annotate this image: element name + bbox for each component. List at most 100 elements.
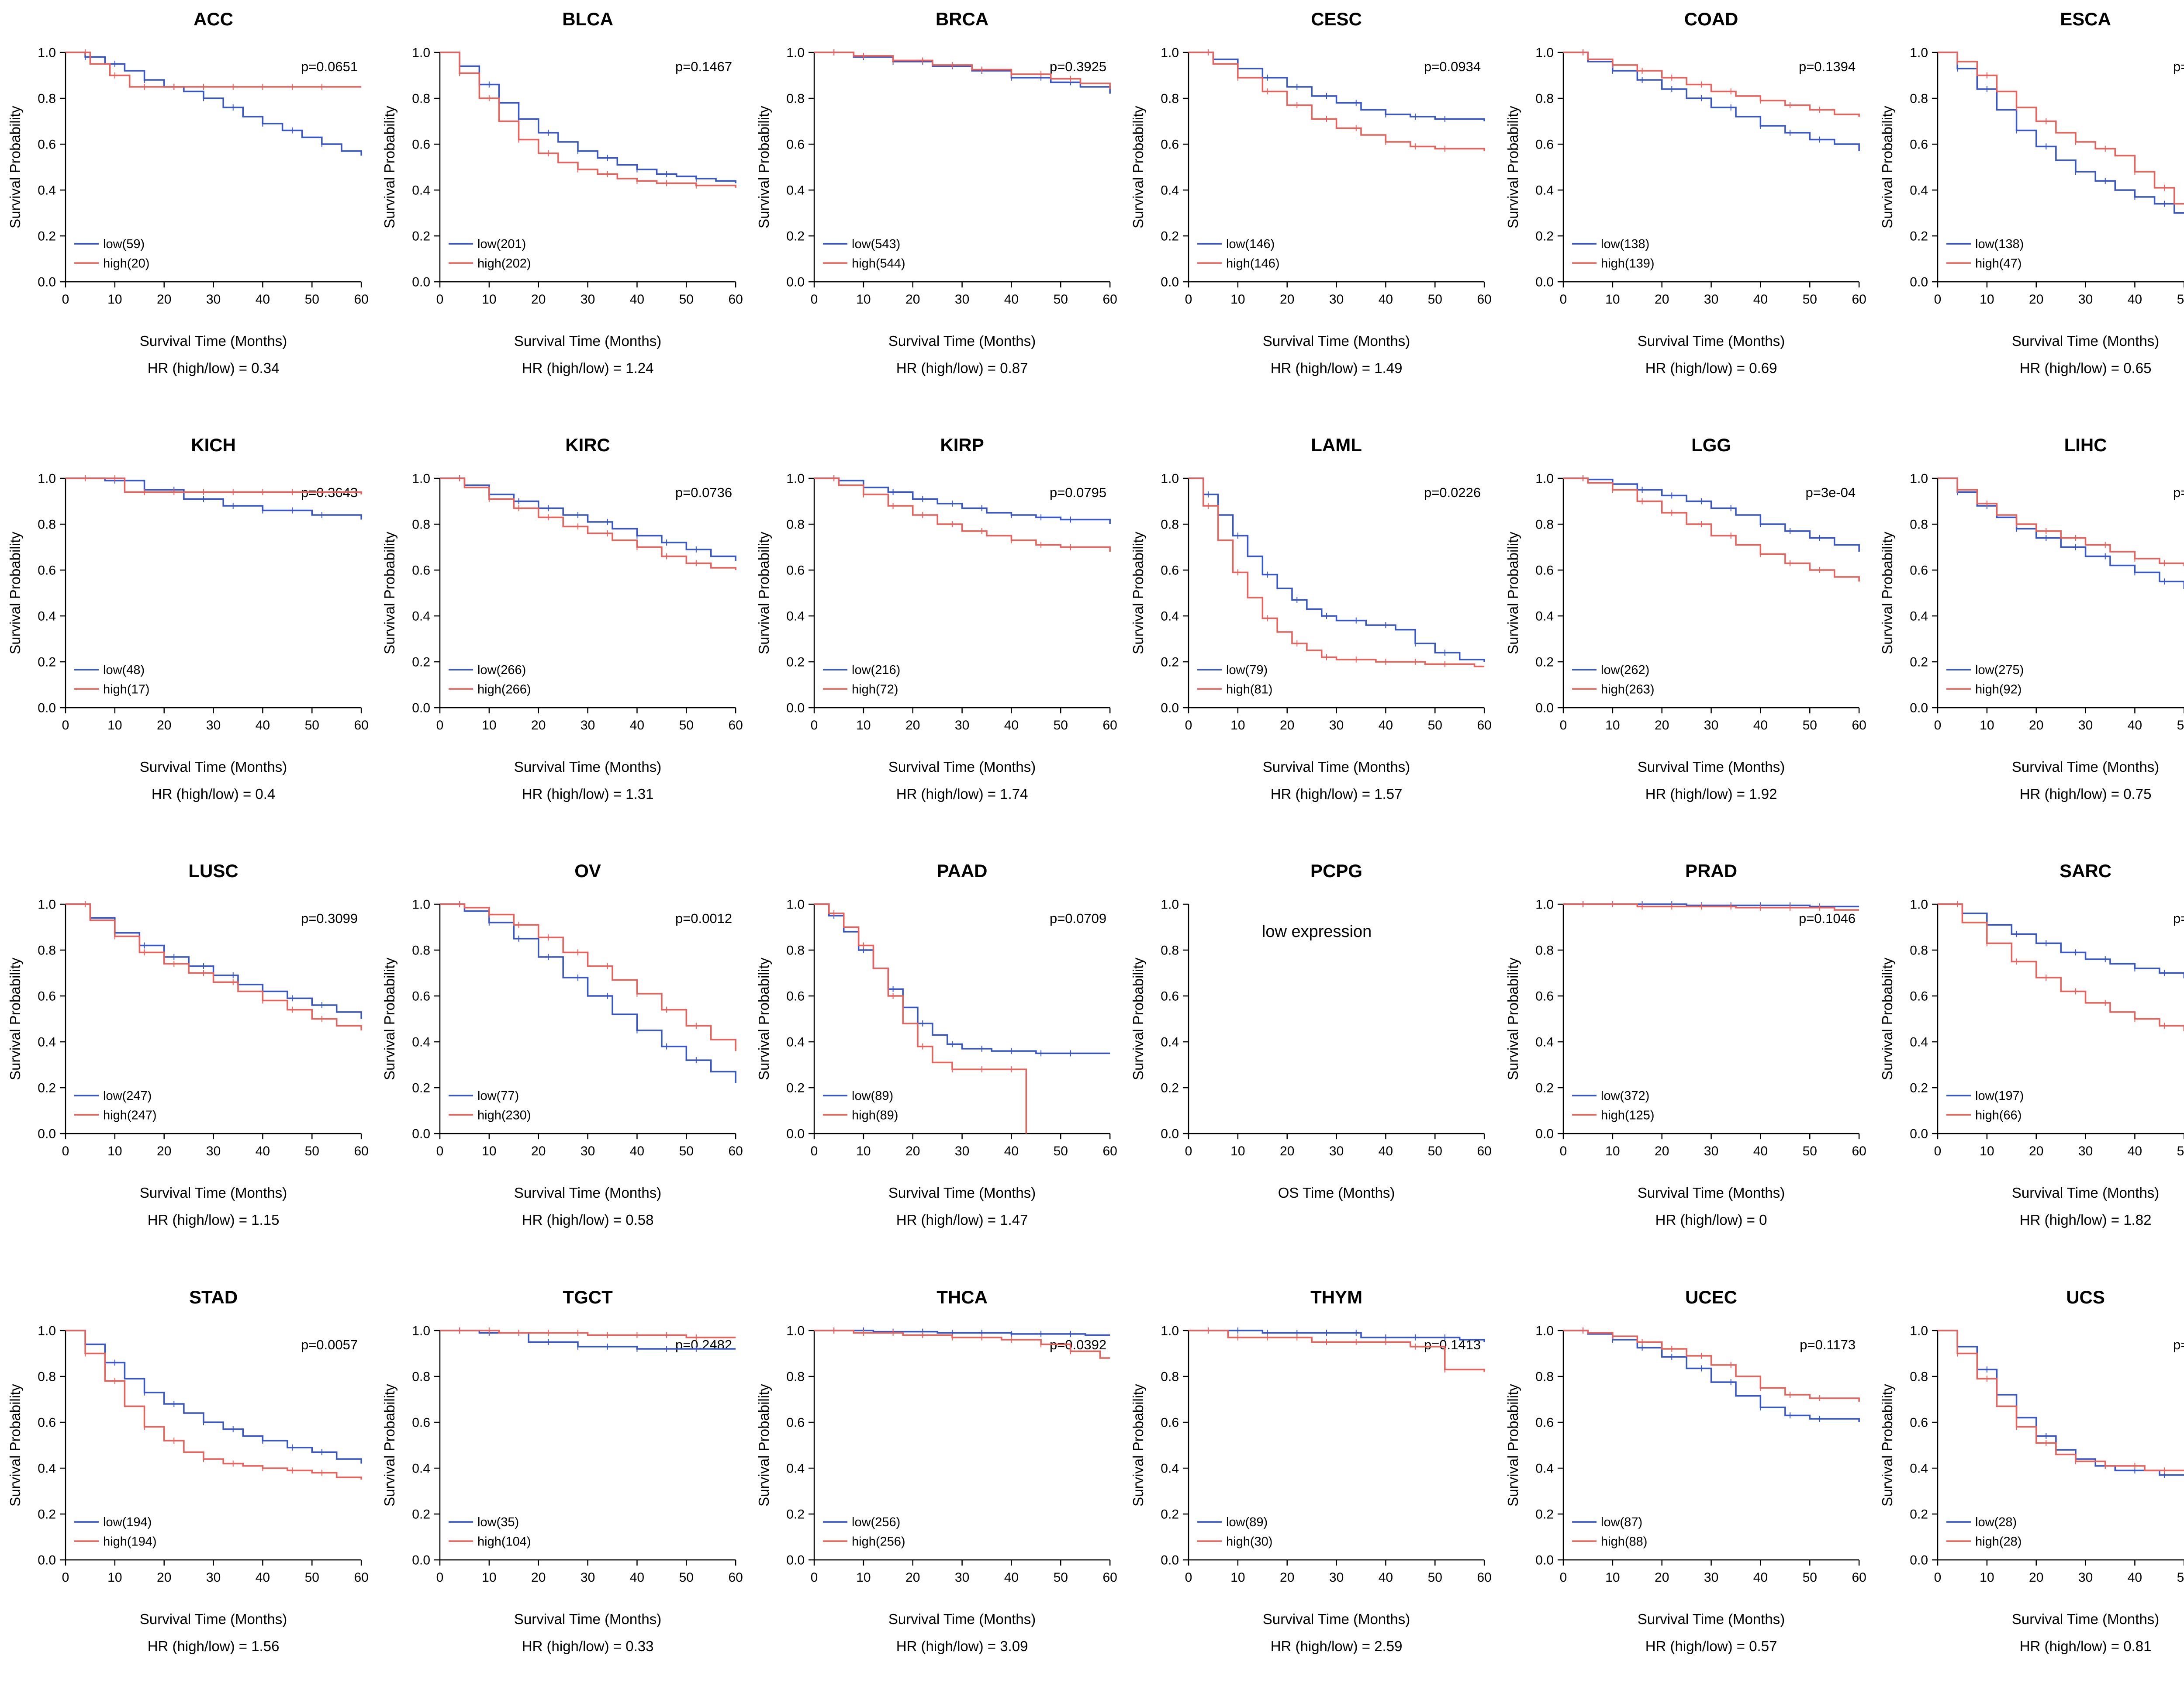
- x-axis-label: Survival Time (Months): [888, 1611, 1036, 1627]
- y-tick-label: 0.2: [412, 1081, 430, 1096]
- x-tick-label: 50: [305, 1570, 319, 1585]
- p-value-label: p=0.3099: [301, 911, 358, 926]
- x-tick-label: 20: [1655, 292, 1669, 307]
- panel-title: UCS: [2066, 1287, 2105, 1307]
- p-value-label: p=0.1467: [675, 59, 732, 74]
- x-tick-label: 30: [955, 1144, 969, 1158]
- x-tick-label: 40: [1379, 1144, 1393, 1158]
- legend-label-high: high(247): [103, 1109, 157, 1123]
- legend-label-high: high(66): [1975, 1109, 2022, 1123]
- panel-LGG: LGG Survival Probability 0.0 0.2 0.4 0.6 0.8 1.…: [1498, 426, 1872, 852]
- x-tick-label: 40: [256, 718, 270, 733]
- legend-entry-high: high(146): [1197, 256, 1280, 270]
- y-tick-label: 0.2: [787, 229, 805, 244]
- km-plot-LUSC: LUSC Survival Probability 0.0 0.2 0.4 0.6 0.8 1…: [7, 861, 369, 1228]
- p-value-label: p=0.0057: [301, 1337, 358, 1352]
- legend-entry-low: low(266): [449, 663, 526, 677]
- x-tick-label: 50: [2177, 1144, 2184, 1158]
- x-axis-label: Survival Time (Months): [140, 1611, 287, 1627]
- x-tick-label: 30: [2078, 1144, 2093, 1158]
- km-curve-high: [66, 477, 362, 494]
- legend-entry-low: low(197): [1946, 1089, 2024, 1103]
- panel-title: THCA: [937, 1287, 988, 1307]
- y-tick-label: 0.4: [38, 609, 56, 624]
- y-tick-label: 0.2: [1910, 1507, 1928, 1521]
- y-tick-label: 0.4: [787, 183, 805, 198]
- km-curve-low: [1937, 52, 2184, 214]
- p-value-label: p=0.2023: [2173, 485, 2184, 500]
- y-tick-label: 0.0: [412, 1127, 430, 1141]
- x-tick-label: 40: [2127, 1144, 2142, 1158]
- p-value-label: p=0.1433: [2173, 59, 2184, 74]
- x-tick-label: 0: [436, 1570, 444, 1585]
- km-plot-PRAD: PRAD Survival Probability 0.0 0.2 0.4 0.6 0.8 1…: [1505, 861, 1866, 1228]
- y-tick-label: 0.6: [1535, 989, 1554, 1004]
- x-tick-label: 10: [856, 718, 871, 733]
- y-tick-label: 0.0: [1910, 701, 1928, 715]
- x-tick-label: 30: [581, 292, 595, 307]
- legend-entry-low: low(372): [1572, 1089, 1649, 1103]
- y-tick-label: 0.0: [412, 1553, 430, 1567]
- y-tick-label: 0.4: [1535, 183, 1554, 198]
- x-tick-label: 20: [2029, 1570, 2043, 1585]
- x-tick-label: 40: [630, 718, 644, 733]
- legend-label-high: high(230): [477, 1109, 531, 1123]
- x-tick-label: 50: [679, 1144, 694, 1158]
- x-tick-label: 0: [1185, 1144, 1192, 1158]
- legend-label-high: high(47): [1975, 256, 2022, 270]
- km-plot-KIRP: KIRP Survival Probability 0.0 0.2 0.4 0.6 0.8 1…: [756, 435, 1117, 802]
- y-axis-label: Survival Probability: [381, 957, 397, 1080]
- legend-label-low: low(372): [1601, 1089, 1649, 1103]
- y-tick-label: 0.0: [1161, 1553, 1179, 1567]
- y-tick-label: 0.0: [787, 275, 805, 290]
- y-tick-label: 0.6: [412, 563, 430, 578]
- panel-CESC: CESC Survival Probability 0.0 0.2 0.4 0.6 0.8 1…: [1123, 0, 1497, 426]
- x-tick-label: 50: [1428, 718, 1442, 733]
- x-tick-label: 60: [1852, 718, 1866, 733]
- y-tick-label: 0.2: [38, 229, 56, 244]
- y-tick-label: 0.0: [1535, 1553, 1554, 1567]
- x-tick-label: 60: [354, 1570, 368, 1585]
- legend-label-high: high(544): [852, 256, 905, 270]
- panel-title: KIRP: [940, 435, 984, 455]
- km-curve-high: [1563, 903, 1859, 911]
- panel-title: KIRC: [565, 435, 610, 455]
- x-tick-label: 30: [2078, 292, 2093, 307]
- legend-entry-low: low(543): [823, 237, 901, 251]
- x-tick-label: 30: [955, 292, 969, 307]
- km-curve-high: [1937, 477, 2184, 567]
- legend-entry-low: low(146): [1197, 237, 1275, 251]
- y-tick-label: 0.4: [412, 183, 430, 198]
- y-tick-label: 0.2: [38, 1081, 56, 1096]
- x-tick-label: 40: [1379, 1570, 1393, 1585]
- x-tick-label: 20: [1280, 1570, 1294, 1585]
- x-tick-label: 0: [1559, 1144, 1567, 1158]
- legend-entry-low: low(28): [1946, 1515, 2017, 1529]
- km-plot-BLCA: BLCA Survival Probability 0.0 0.2 0.4 0.6 0.8 1…: [381, 9, 743, 376]
- legend-entry-low: low(79): [1197, 663, 1268, 677]
- x-tick-label: 30: [2078, 1570, 2093, 1585]
- km-curve-low: [1937, 903, 2184, 979]
- y-tick-label: 0.2: [1910, 1081, 1928, 1096]
- y-tick-label: 0.4: [1161, 1035, 1179, 1050]
- x-tick-label: 20: [157, 1144, 171, 1158]
- x-tick-label: 10: [482, 718, 496, 733]
- km-curve-high: [814, 903, 1027, 1134]
- km-curve-high: [66, 52, 362, 88]
- x-tick-label: 50: [305, 292, 319, 307]
- x-axis-label: Survival Time (Months): [1637, 759, 1784, 775]
- km-curve-high: [440, 52, 737, 188]
- legend-entry-low: low(48): [74, 663, 145, 677]
- panel-title: KICH: [191, 435, 236, 455]
- y-tick-label: 0.8: [1161, 944, 1179, 958]
- y-tick-label: 1.0: [412, 472, 430, 486]
- y-axis-label: Survival Probability: [1130, 532, 1146, 654]
- panel-BLCA: BLCA Survival Probability 0.0 0.2 0.4 0.6 0.8 1…: [374, 0, 749, 426]
- x-tick-label: 30: [206, 1570, 221, 1585]
- x-tick-label: 0: [62, 718, 69, 733]
- x-tick-label: 0: [62, 1570, 69, 1585]
